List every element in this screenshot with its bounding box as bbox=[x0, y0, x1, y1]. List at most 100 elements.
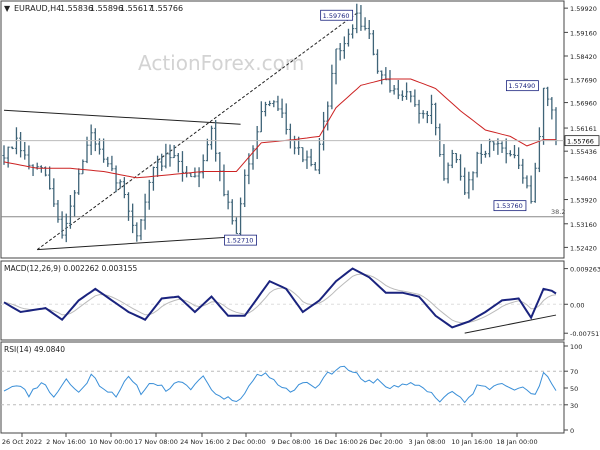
price-bar bbox=[442, 144, 446, 181]
fib-level: 38.2 bbox=[1, 208, 565, 218]
price-bar bbox=[56, 200, 60, 223]
price-bar bbox=[504, 138, 508, 164]
price-bar bbox=[404, 82, 409, 100]
price-bar bbox=[155, 155, 160, 177]
lower-channel-line bbox=[37, 235, 254, 251]
price-y-tick: 1.56161 bbox=[570, 125, 597, 133]
price-bar bbox=[517, 147, 521, 170]
price-bar bbox=[81, 159, 85, 175]
price-bar bbox=[305, 150, 309, 169]
rsi-panel: RSI(14) 49.0840 100 70 50 30 0 bbox=[0, 341, 582, 435]
price-bar bbox=[429, 94, 434, 125]
price-bar bbox=[89, 124, 93, 156]
price-bar bbox=[122, 177, 126, 199]
level-annotation-label: 1.52710 bbox=[227, 237, 254, 245]
rsi-label: RSI(14) 49.0840 bbox=[4, 345, 65, 354]
price-bar bbox=[176, 153, 180, 173]
x-tick: 18 Jan 00:00 bbox=[496, 438, 537, 446]
price-bar bbox=[500, 141, 504, 153]
price-bar bbox=[151, 166, 156, 191]
price-bar bbox=[64, 213, 68, 243]
price-bar bbox=[135, 222, 139, 242]
price-bar bbox=[268, 100, 272, 107]
price-bar bbox=[102, 138, 106, 163]
price-bar bbox=[60, 211, 64, 239]
price-y-tick: 1.59160 bbox=[570, 29, 597, 37]
price-bar bbox=[114, 165, 118, 193]
price-bar bbox=[209, 125, 214, 150]
x-axis: 26 Oct 2022 2 Nov 16:00 10 Nov 00:00 17 Nov… bbox=[2, 433, 538, 446]
macd-y-tick: -0.007517 bbox=[570, 330, 600, 338]
triangle-icon[interactable]: ▼ bbox=[4, 4, 11, 13]
price-bar bbox=[450, 149, 454, 169]
price-bar bbox=[93, 128, 97, 152]
price-bar bbox=[10, 146, 14, 150]
price-y-tick: 1.53160 bbox=[570, 221, 597, 229]
price-bar bbox=[417, 99, 421, 124]
price-bar bbox=[48, 166, 52, 190]
price-bar bbox=[27, 145, 31, 170]
last-price-line: 1.55766 bbox=[1, 135, 600, 147]
x-tick: 2 Dec 00:00 bbox=[226, 438, 266, 446]
rising-dashed-line bbox=[36, 12, 358, 251]
price-bar bbox=[537, 127, 541, 173]
price-bar bbox=[230, 199, 234, 225]
price-bar bbox=[297, 136, 301, 155]
price-panel: ActionForex.com 38.2 1.55766 1.59760 1.52… bbox=[0, 0, 600, 259]
price-bar bbox=[143, 193, 147, 230]
price-bar bbox=[338, 43, 342, 61]
price-bar bbox=[234, 217, 239, 235]
price-bar bbox=[301, 147, 305, 163]
price-bar bbox=[533, 162, 537, 203]
price-bar bbox=[525, 175, 529, 189]
price-y-tick: 1.56960 bbox=[570, 100, 597, 108]
price-bar bbox=[160, 153, 164, 172]
price-bar bbox=[147, 179, 151, 210]
price-bar bbox=[375, 49, 380, 74]
price-bar bbox=[367, 19, 371, 40]
price-bar bbox=[342, 36, 346, 59]
price-y-tick: 1.57690 bbox=[570, 76, 597, 84]
rsi-levels bbox=[1, 370, 564, 406]
x-tick: 2 Nov 16:00 bbox=[46, 438, 86, 446]
price-bar bbox=[68, 194, 73, 229]
price-bars bbox=[2, 3, 558, 243]
price-bar bbox=[409, 90, 413, 103]
price-bar bbox=[434, 102, 438, 136]
price-y-tick: 1.53920 bbox=[570, 197, 597, 205]
price-bar bbox=[251, 145, 255, 170]
level-annotation-label: 1.57490 bbox=[508, 82, 535, 90]
price-bar bbox=[313, 162, 317, 171]
price-bar bbox=[492, 141, 496, 151]
x-tick: 9 Dec 08:00 bbox=[271, 438, 311, 446]
price-bar bbox=[139, 218, 143, 241]
macd-panel: MACD(12,26,9) 0.002262 0.003155 0.009263… bbox=[0, 260, 600, 341]
level-annotation: 1.52710 bbox=[224, 234, 257, 246]
x-tick: 10 Jan 16:00 bbox=[451, 438, 492, 446]
price-bar bbox=[541, 87, 546, 145]
upper-channel-line bbox=[3, 109, 241, 125]
price-bar bbox=[263, 101, 268, 117]
price-bar bbox=[384, 67, 388, 81]
price-bar bbox=[487, 138, 492, 158]
price-y-tick: 1.58420 bbox=[570, 53, 597, 61]
price-bar bbox=[454, 152, 458, 163]
x-tick: 16 Dec 16:00 bbox=[314, 438, 358, 446]
price-bar bbox=[475, 151, 479, 178]
price-bar bbox=[118, 179, 122, 189]
price-bar bbox=[317, 137, 322, 175]
macd-y-axis: 0.009263 0.00 -0.007517 bbox=[564, 266, 600, 338]
macd-main-line bbox=[3, 267, 557, 329]
watermark: ActionForex.com bbox=[138, 51, 304, 75]
ohlc-close: 1.55766 bbox=[150, 4, 183, 13]
price-y-tick: 1.52420 bbox=[570, 244, 597, 252]
price-bar bbox=[546, 86, 550, 107]
price-bar bbox=[550, 97, 554, 120]
macd-support-line bbox=[464, 314, 557, 334]
x-tick: 24 Nov 16:00 bbox=[180, 438, 224, 446]
price-bar bbox=[355, 3, 359, 34]
x-tick: 26 Oct 2022 bbox=[2, 438, 42, 446]
price-bar bbox=[334, 48, 338, 85]
price-bar bbox=[131, 203, 135, 234]
price-bar bbox=[284, 103, 288, 135]
